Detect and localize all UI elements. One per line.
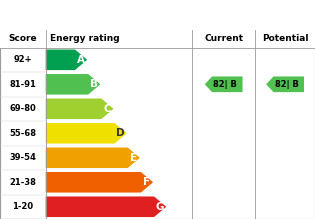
Text: B: B xyxy=(90,79,98,89)
Text: F: F xyxy=(143,177,151,187)
Text: C: C xyxy=(103,104,111,114)
Text: 82| B: 82| B xyxy=(275,80,299,89)
Text: E: E xyxy=(130,153,137,163)
Polygon shape xyxy=(205,76,243,92)
Text: 1-20: 1-20 xyxy=(12,202,33,211)
Polygon shape xyxy=(266,76,304,92)
Text: 69-80: 69-80 xyxy=(9,104,36,113)
Text: Current: Current xyxy=(204,34,243,43)
Text: 21-38: 21-38 xyxy=(9,178,36,187)
Text: 82| B: 82| B xyxy=(213,80,237,89)
Text: 92+: 92+ xyxy=(14,55,32,64)
Polygon shape xyxy=(46,99,113,119)
Text: 39-54: 39-54 xyxy=(9,153,36,162)
Text: Score: Score xyxy=(9,34,37,43)
Text: 81-91: 81-91 xyxy=(9,80,36,89)
Polygon shape xyxy=(46,123,127,144)
Text: Potential: Potential xyxy=(262,34,308,43)
Polygon shape xyxy=(46,196,166,217)
Text: Energy rating: Energy rating xyxy=(50,34,120,43)
Polygon shape xyxy=(46,172,153,193)
Text: Energy Efficiency Rating: Energy Efficiency Rating xyxy=(8,8,191,21)
Text: A: A xyxy=(77,55,85,65)
Polygon shape xyxy=(46,49,87,70)
Polygon shape xyxy=(46,147,140,168)
Text: 55-68: 55-68 xyxy=(9,129,36,138)
Polygon shape xyxy=(46,74,100,95)
Text: G: G xyxy=(155,202,164,212)
Text: D: D xyxy=(116,128,124,138)
Bar xyxy=(0,30,315,48)
